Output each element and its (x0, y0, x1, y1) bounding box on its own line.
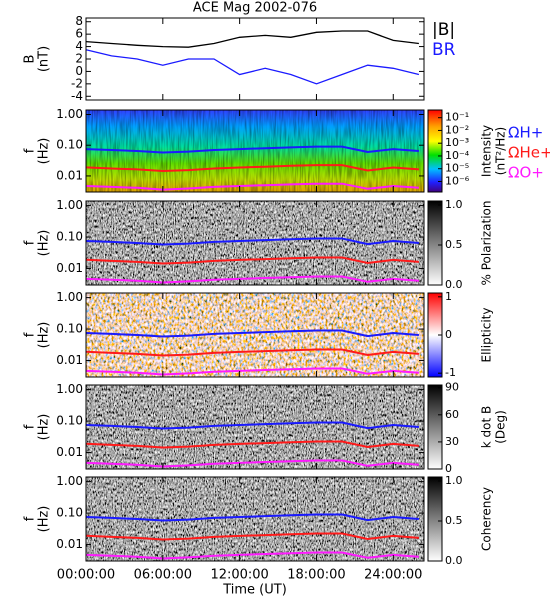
y-tick-label: 1.00 (56, 474, 83, 488)
colorbar-tick-label: 1.0 (445, 198, 463, 211)
colorbar-tick-label: 1 (445, 290, 452, 303)
y-axis-label: (Hz) (37, 230, 52, 257)
series-line (85, 459, 419, 468)
colorbar-tick-label: -1 (445, 366, 456, 379)
y-tick-label: 0.01 (56, 168, 83, 182)
y-axis-label: f (23, 424, 38, 429)
colorbar-label: Intensity (480, 125, 494, 177)
y-tick-label: 0.01 (56, 445, 83, 459)
y-tick-label: -2 (71, 76, 83, 90)
series-line (85, 513, 419, 522)
y-tick-label: -4 (71, 89, 83, 103)
plot-frame (85, 476, 425, 562)
colorbar-tick-label: 10⁻¹ (445, 111, 469, 124)
colorbar-tick-label: 0.0 (445, 554, 463, 567)
series-line (85, 164, 419, 173)
colorbar-label: % Polarization (480, 201, 494, 286)
y-axis-label: (nT) (37, 46, 52, 72)
y-axis-label: f (23, 240, 38, 245)
colorbar-label: Ellipticity (480, 308, 494, 363)
y-tick-label: 0.10 (56, 230, 83, 244)
y-tick-label: 1.00 (56, 382, 83, 396)
series-line (85, 145, 419, 154)
y-tick-label: 6 (75, 27, 83, 41)
series-line (85, 329, 419, 338)
y-axis-label: (Hz) (37, 414, 52, 441)
chart-title: ACE Mag 2002-076 (193, 1, 317, 16)
plot-frame (85, 384, 425, 470)
colorbar-tick-label: 10⁻⁶ (445, 174, 470, 187)
legend-entry: BR (432, 40, 456, 60)
series-line (85, 440, 419, 449)
y-tick-label: 0.01 (56, 353, 83, 367)
colorbar-tick-label: 0.0 (445, 278, 463, 291)
colorbar-tick-label: 30 (445, 435, 459, 448)
legend-entry: ΩO+ (508, 164, 544, 182)
series-line (85, 348, 419, 357)
y-tick-label: 2 (75, 52, 83, 66)
y-tick-label: 0.01 (56, 261, 83, 275)
x-tick-label: 12:00:00 (210, 568, 268, 583)
y-axis-label: (Hz) (37, 506, 52, 533)
series-line (85, 30, 419, 48)
colorbar-label: (nT²/Hz) (494, 127, 508, 175)
colorbar (427, 384, 443, 470)
series-line (85, 421, 419, 430)
y-tick-label: 1.00 (56, 290, 83, 304)
colorbar-label: (Deg) (494, 410, 508, 444)
series-line (85, 256, 419, 265)
series-line (85, 532, 419, 541)
colorbar-label: Coherency (480, 487, 494, 551)
legend-entry: |B| (432, 20, 455, 40)
y-tick-label: 8 (75, 14, 83, 28)
y-tick-label: 0.01 (56, 537, 83, 551)
plot-frame (85, 109, 425, 193)
colorbar-tick-label: 60 (445, 408, 459, 421)
colorbar-tick-label: 10⁻⁴ (445, 149, 470, 162)
colorbar-tick-label: 0 (445, 462, 452, 475)
y-tick-label: 0 (75, 64, 83, 78)
plot-frame (85, 292, 425, 378)
colorbar (427, 200, 443, 286)
x-tick-label: 00:00:00 (57, 568, 115, 583)
x-tick-label: 18:00:00 (287, 568, 345, 583)
x-tick-label: 24:00:00 (364, 568, 422, 583)
y-tick-label: 1.00 (56, 198, 83, 212)
series-line (85, 551, 419, 560)
colorbar (427, 109, 443, 193)
y-axis-label: (Hz) (37, 138, 52, 165)
colorbar-tick-label: 0.5 (445, 238, 463, 251)
y-tick-label: 0.10 (56, 414, 83, 428)
y-tick-label: 4 (75, 39, 83, 53)
colorbar-tick-label: 90 (445, 381, 459, 394)
x-axis-label: Time (UT) (222, 583, 287, 598)
series-line (85, 237, 419, 246)
colorbar-tick-label: 10⁻⁵ (445, 162, 469, 175)
colorbar-tick-label: 1.0 (445, 474, 463, 487)
x-tick-label: 06:00:00 (134, 568, 192, 583)
colorbar-tick-label: 0 (445, 328, 452, 341)
series-line (85, 182, 419, 191)
plot-frame (85, 200, 425, 286)
series-line (85, 367, 419, 376)
y-axis-label: f (23, 516, 38, 521)
series-line (85, 49, 420, 85)
colorbar-tick-label: 10⁻² (445, 123, 469, 136)
y-tick-label: 0.10 (56, 506, 83, 520)
legend-entry: ΩH+ (508, 124, 543, 142)
colorbar-tick-label: 10⁻³ (445, 136, 469, 149)
y-tick-label: 0.10 (56, 138, 83, 152)
y-tick-label: 1.00 (56, 107, 83, 121)
y-tick-label: 0.10 (56, 322, 83, 336)
colorbar (427, 476, 443, 562)
y-axis-label: f (23, 332, 38, 337)
y-axis-label: B (23, 55, 38, 64)
series-line (85, 275, 419, 284)
legend-entry: ΩHe+ (508, 144, 550, 162)
colorbar-tick-label: 0.5 (445, 514, 463, 527)
y-axis-label: f (23, 148, 38, 153)
colorbar-label: k dot B (480, 406, 494, 448)
y-axis-label: (Hz) (37, 322, 52, 349)
